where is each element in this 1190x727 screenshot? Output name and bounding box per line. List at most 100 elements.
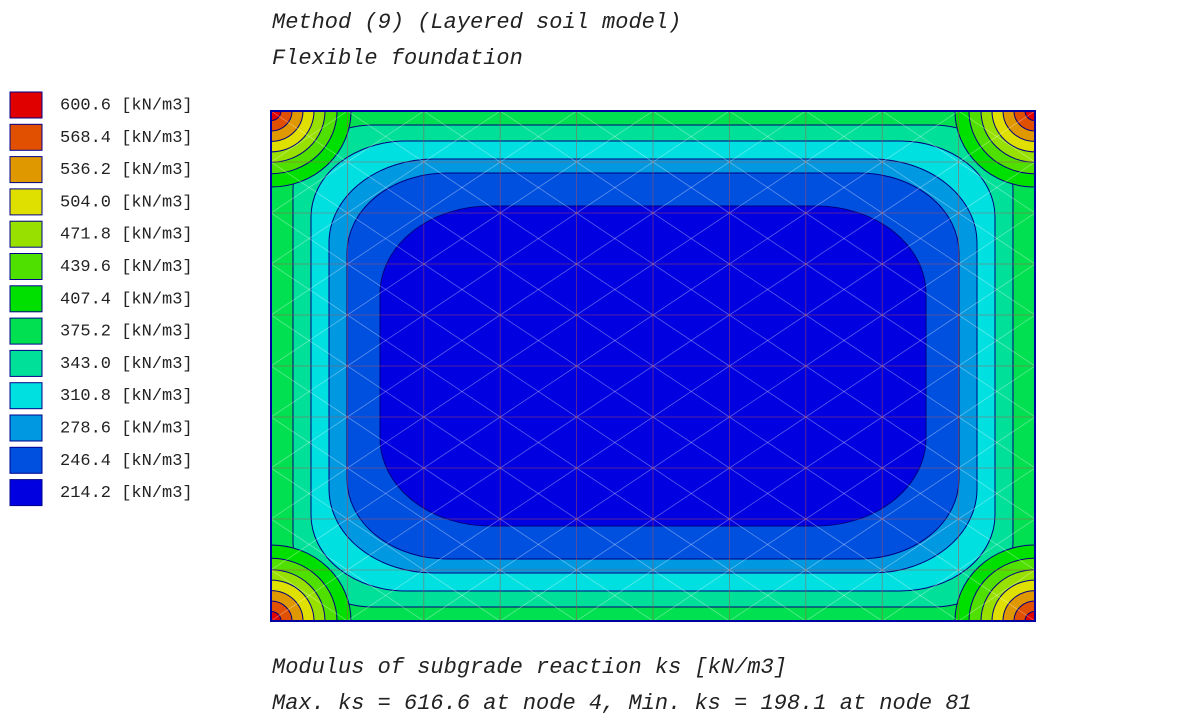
mesh-diagonal (729, 416, 807, 469)
mesh-diagonal (499, 314, 577, 367)
mesh-diagonal (729, 212, 807, 265)
mesh-diagonal (423, 161, 501, 214)
mesh-diagonal (652, 569, 730, 621)
legend-label: 246.4 [kN/m3] (60, 452, 193, 471)
mesh-diagonal (958, 467, 1035, 520)
mesh-diagonal (347, 518, 425, 571)
mesh-diagonal (652, 212, 730, 265)
mesh-diagonal (576, 111, 654, 163)
mesh-diagonal (652, 518, 730, 571)
mesh-diagonal (423, 111, 501, 163)
mesh-diagonal (576, 416, 654, 469)
mesh-diagonal (958, 365, 1035, 418)
legend-swatch (9, 156, 43, 184)
mesh-diagonal (958, 467, 1035, 520)
mesh-diagonal (729, 518, 807, 571)
mesh-diagonal (347, 212, 425, 265)
mesh-diagonal (347, 416, 425, 469)
mesh-diagonal (881, 111, 959, 163)
mesh-diagonal (958, 518, 1035, 571)
mesh-diagonal (652, 314, 730, 367)
mesh-diagonal (805, 212, 883, 265)
mesh-diagonal (652, 263, 730, 316)
mesh-diagonal (271, 212, 348, 265)
mesh-diagonal (805, 416, 883, 469)
mesh-diagonal (347, 314, 425, 367)
mesh-diagonal (499, 161, 577, 214)
mesh-diagonal (576, 416, 654, 469)
mesh-diagonal (652, 111, 730, 163)
mesh-diagonal (729, 263, 807, 316)
mesh-diagonal (271, 314, 348, 367)
mesh-diagonal (881, 212, 959, 265)
mesh-diagonal (729, 467, 807, 520)
mesh-diagonal (805, 467, 883, 520)
mesh-diagonal (423, 518, 501, 571)
mesh-diagonal (881, 365, 959, 418)
legend-label: 214.2 [kN/m3] (60, 484, 193, 503)
mesh-diagonal (423, 569, 501, 621)
mesh-diagonal (958, 365, 1035, 418)
mesh-diagonal (499, 161, 577, 214)
mesh-diagonal (729, 212, 807, 265)
mesh-diagonal (423, 569, 501, 621)
mesh-diagonal (958, 569, 1035, 621)
mesh-diagonal (881, 161, 959, 214)
mesh-diagonal (881, 416, 959, 469)
mesh-diagonal (652, 161, 730, 214)
mesh-diagonal (271, 365, 348, 418)
legend-swatch (9, 349, 43, 377)
mesh-diagonal (881, 365, 959, 418)
contour-band (1024, 611, 1035, 621)
legend-label: 375.2 [kN/m3] (60, 323, 193, 342)
mesh-diagonal (271, 263, 348, 316)
mesh-diagonal (805, 111, 883, 163)
mesh-diagonal (729, 111, 807, 163)
mesh-diagonal (271, 569, 348, 621)
mesh-diagonal (958, 263, 1035, 316)
mesh-diagonal (347, 569, 425, 621)
mesh-diagonal (805, 416, 883, 469)
contour-plot (271, 111, 1035, 621)
mesh-diagonal (347, 161, 425, 214)
mesh-diagonal (652, 314, 730, 367)
mesh-diagonal (881, 263, 959, 316)
mesh-diagonal (423, 111, 501, 163)
legend-label: 504.0 [kN/m3] (60, 193, 193, 212)
mesh-diagonal (805, 263, 883, 316)
mesh-diagonal (423, 263, 501, 316)
mesh-diagonal (499, 111, 577, 163)
mesh-diagonal (423, 263, 501, 316)
mesh-diagonal (652, 569, 730, 621)
mesh-diagonal (347, 365, 425, 418)
mesh-diagonal (423, 467, 501, 520)
mesh-diagonal (729, 467, 807, 520)
mesh-diagonal (652, 467, 730, 520)
legend-swatch (9, 446, 43, 474)
mesh-diagonal (576, 212, 654, 265)
mesh-diagonal (576, 365, 654, 418)
legend-label: 471.8 [kN/m3] (60, 226, 193, 245)
mesh-diagonal (881, 314, 959, 367)
mesh-diagonal (881, 518, 959, 571)
mesh-diagonal (729, 161, 807, 214)
mesh-diagonal (652, 518, 730, 571)
chart-subtitle: Flexible foundation (272, 46, 523, 71)
legend-swatch (9, 285, 43, 313)
mesh-diagonal (347, 569, 425, 621)
mesh-diagonal (805, 467, 883, 520)
mesh-diagonal (805, 518, 883, 571)
mesh-diagonal (499, 518, 577, 571)
mesh-diagonal (576, 467, 654, 520)
mesh-diagonal (347, 212, 425, 265)
mesh-diagonal (499, 467, 577, 520)
contour-band (1024, 111, 1035, 121)
mesh-diagonal (423, 416, 501, 469)
mesh-diagonal (729, 569, 807, 621)
mesh-diagonal (271, 263, 348, 316)
mesh-diagonal (499, 569, 577, 621)
mesh-diagonal (652, 263, 730, 316)
mesh-diagonal (499, 263, 577, 316)
mesh-diagonal (423, 212, 501, 265)
